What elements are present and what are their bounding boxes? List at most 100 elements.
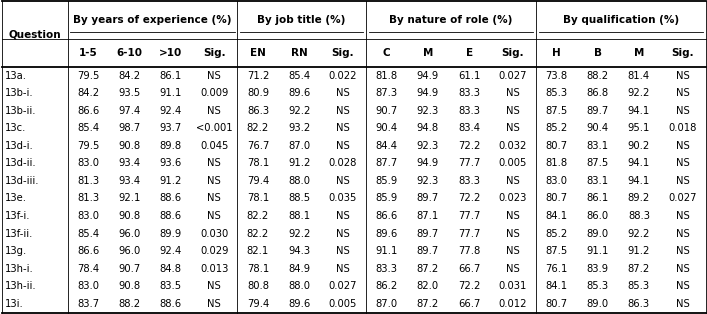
Text: 86.8: 86.8 [587, 88, 609, 98]
Text: 0.005: 0.005 [498, 158, 527, 168]
Text: 0.009: 0.009 [200, 88, 228, 98]
Text: 85.9: 85.9 [375, 176, 398, 186]
Text: 83.3: 83.3 [458, 176, 480, 186]
Text: 89.6: 89.6 [288, 88, 310, 98]
Text: 83.1: 83.1 [587, 141, 609, 151]
Text: 83.1: 83.1 [587, 176, 609, 186]
Text: NS: NS [336, 264, 350, 274]
Text: 0.027: 0.027 [498, 71, 527, 80]
Text: 97.4: 97.4 [118, 106, 141, 116]
Text: 86.6: 86.6 [375, 211, 398, 221]
Text: 87.5: 87.5 [545, 246, 568, 256]
Text: 87.2: 87.2 [628, 264, 650, 274]
Text: 90.2: 90.2 [628, 141, 650, 151]
Text: 76.7: 76.7 [247, 141, 269, 151]
Text: 85.4: 85.4 [77, 229, 99, 239]
Text: 83.3: 83.3 [375, 264, 397, 274]
Text: 89.6: 89.6 [288, 299, 310, 309]
Text: 94.9: 94.9 [416, 71, 439, 80]
Text: 0.032: 0.032 [498, 141, 527, 151]
Text: 94.8: 94.8 [416, 123, 439, 133]
Text: 77.8: 77.8 [458, 246, 480, 256]
Text: 13d-iii.: 13d-iii. [5, 176, 40, 186]
Text: Question: Question [8, 29, 62, 39]
Text: 93.4: 93.4 [118, 158, 141, 168]
Text: 90.4: 90.4 [375, 123, 397, 133]
Text: 89.6: 89.6 [375, 229, 398, 239]
Text: 84.8: 84.8 [160, 264, 182, 274]
Text: 84.1: 84.1 [545, 211, 568, 221]
Text: 13g.: 13g. [5, 246, 28, 256]
Text: 79.5: 79.5 [77, 141, 100, 151]
Text: 79.4: 79.4 [247, 299, 269, 309]
Text: 0.027: 0.027 [668, 193, 697, 203]
Text: 85.3: 85.3 [545, 88, 568, 98]
Text: 92.2: 92.2 [288, 229, 310, 239]
Text: 0.012: 0.012 [498, 299, 527, 309]
Text: NS: NS [207, 281, 221, 291]
Text: 92.2: 92.2 [288, 106, 310, 116]
Text: 84.4: 84.4 [375, 141, 397, 151]
Text: 87.3: 87.3 [375, 88, 397, 98]
Text: 0.045: 0.045 [200, 141, 228, 151]
Text: 0.028: 0.028 [329, 158, 357, 168]
Text: 87.2: 87.2 [416, 299, 439, 309]
Text: 89.0: 89.0 [587, 299, 609, 309]
Text: 13d-i.: 13d-i. [5, 141, 34, 151]
Text: By qualification (%): By qualification (%) [563, 15, 679, 25]
Text: 91.2: 91.2 [288, 158, 310, 168]
Text: 6-10: 6-10 [117, 48, 142, 58]
Text: 86.6: 86.6 [77, 246, 99, 256]
Text: 91.2: 91.2 [160, 176, 182, 186]
Text: 81.8: 81.8 [375, 71, 397, 80]
Text: 83.7: 83.7 [77, 299, 99, 309]
Text: 85.3: 85.3 [587, 281, 609, 291]
Text: NS: NS [336, 229, 350, 239]
Text: 81.8: 81.8 [545, 158, 568, 168]
Text: Sig.: Sig. [501, 48, 524, 58]
Text: 86.3: 86.3 [628, 299, 650, 309]
Text: 88.2: 88.2 [587, 71, 609, 80]
Text: 76.1: 76.1 [545, 264, 568, 274]
Text: 0.013: 0.013 [200, 264, 228, 274]
Text: 91.2: 91.2 [628, 246, 650, 256]
Text: By nature of role (%): By nature of role (%) [389, 15, 513, 25]
Text: NS: NS [676, 229, 689, 239]
Text: NS: NS [336, 176, 350, 186]
Text: 94.1: 94.1 [628, 176, 650, 186]
Text: 82.2: 82.2 [247, 123, 269, 133]
Text: NS: NS [336, 141, 350, 151]
Text: 83.0: 83.0 [77, 158, 99, 168]
Text: 13a.: 13a. [5, 71, 27, 80]
Text: 92.1: 92.1 [118, 193, 141, 203]
Text: 83.5: 83.5 [160, 281, 182, 291]
Text: 78.4: 78.4 [77, 264, 99, 274]
Text: NS: NS [336, 88, 350, 98]
Text: NS: NS [207, 299, 221, 309]
Text: 82.2: 82.2 [247, 211, 269, 221]
Text: 85.2: 85.2 [545, 229, 568, 239]
Text: 61.1: 61.1 [458, 71, 480, 80]
Text: 91.1: 91.1 [587, 246, 609, 256]
Text: 90.8: 90.8 [118, 211, 141, 221]
Text: 80.8: 80.8 [247, 281, 269, 291]
Text: 87.5: 87.5 [545, 106, 568, 116]
Text: 77.7: 77.7 [458, 158, 480, 168]
Text: NS: NS [506, 176, 520, 186]
Text: 82.1: 82.1 [247, 246, 269, 256]
Text: >10: >10 [159, 48, 182, 58]
Text: 89.7: 89.7 [416, 229, 439, 239]
Text: 84.1: 84.1 [545, 281, 568, 291]
Text: 85.4: 85.4 [77, 123, 99, 133]
Text: 98.7: 98.7 [118, 123, 141, 133]
Text: NS: NS [676, 158, 689, 168]
Text: 94.1: 94.1 [628, 106, 650, 116]
Text: 94.9: 94.9 [416, 88, 439, 98]
Text: 90.7: 90.7 [375, 106, 398, 116]
Text: 81.3: 81.3 [77, 193, 99, 203]
Text: 92.3: 92.3 [416, 106, 439, 116]
Text: 92.3: 92.3 [416, 141, 439, 151]
Text: Sig.: Sig. [671, 48, 694, 58]
Text: 93.6: 93.6 [160, 158, 182, 168]
Text: 93.2: 93.2 [288, 123, 310, 133]
